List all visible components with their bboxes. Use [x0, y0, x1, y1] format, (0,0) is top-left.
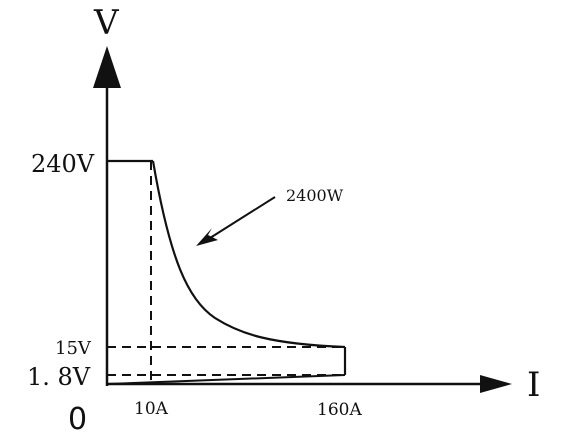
- x-tick-160a: 160A: [317, 400, 362, 420]
- y-tick-1-8v: 1. 8V: [27, 363, 91, 391]
- x-tick-10a: 10A: [134, 399, 169, 419]
- y-axis-label: V: [93, 3, 120, 43]
- annotation-arrow-shaft: [209, 196, 276, 239]
- annotation-arrowhead: [196, 228, 218, 246]
- low-voltage-slope-line: [106, 374, 346, 385]
- y-tick-15v: 15V: [55, 338, 92, 359]
- origin-label: 0: [68, 402, 87, 436]
- y-axis-arrowhead: [93, 46, 121, 88]
- y-tick-240v: 240V: [31, 150, 95, 178]
- power-annotation-label: 2400W: [286, 186, 344, 205]
- x-axis-label: I: [527, 365, 540, 405]
- constant-power-curve: [151, 160, 346, 349]
- x-axis-arrowhead: [480, 375, 512, 393]
